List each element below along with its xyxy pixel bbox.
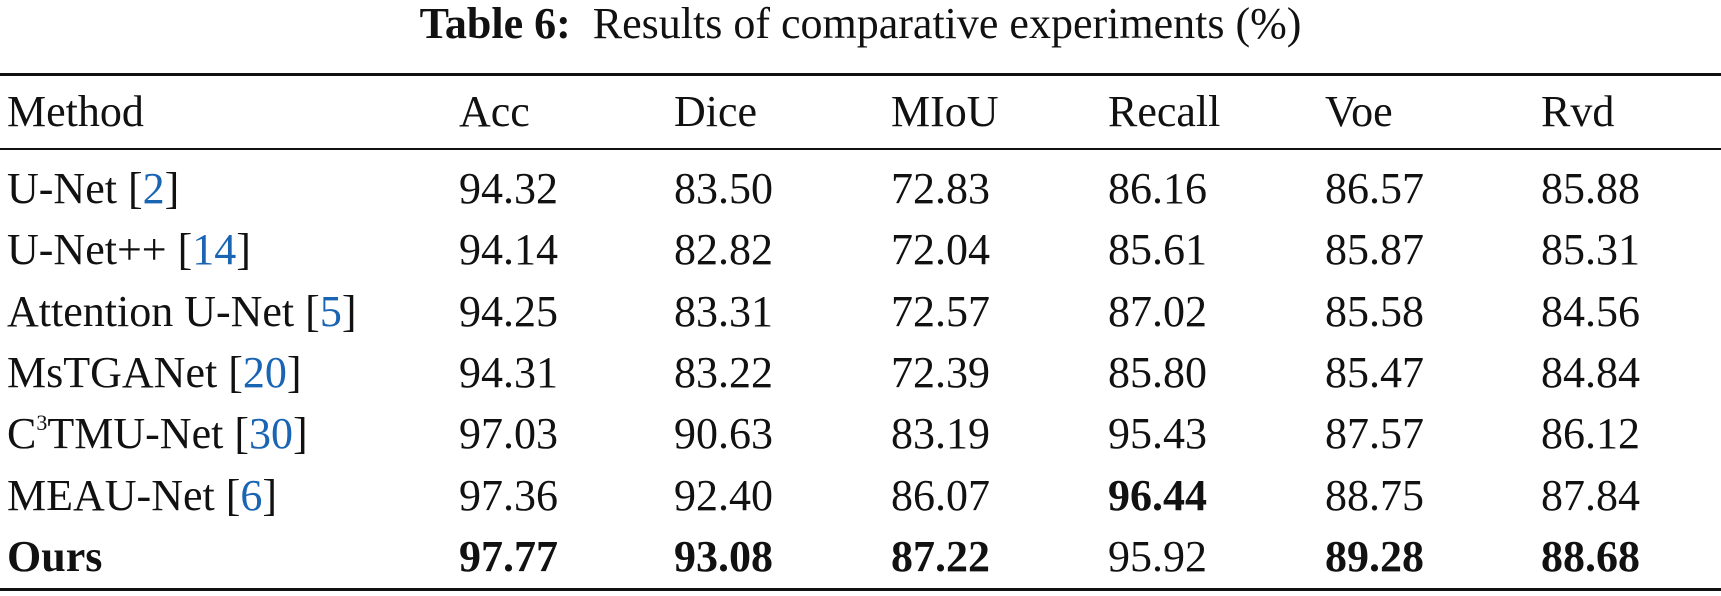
- value-cell: 83.31: [674, 286, 773, 336]
- table-caption: Table 6: Results of comparative experime…: [0, 2, 1721, 46]
- value-cell: 87.57: [1325, 409, 1424, 459]
- value-cell: 86.57: [1325, 164, 1424, 213]
- method-cell: C3TMU-Net [30]: [7, 412, 308, 456]
- top-rule: [0, 73, 1721, 76]
- method-text: U-Net++ [: [7, 225, 193, 275]
- value-cell: 96.44: [1108, 470, 1207, 520]
- value-cell: 72.57: [891, 286, 990, 336]
- value-cell: 85.61: [1108, 225, 1207, 275]
- bottom-rule: [0, 588, 1721, 591]
- value-cell: 94.14: [459, 225, 558, 275]
- value-cell: 85.47: [1325, 347, 1424, 397]
- method-text: ]: [236, 225, 251, 275]
- method-text: Ours: [7, 531, 103, 581]
- column-header: Voe: [1325, 87, 1393, 136]
- value-cell: 84.56: [1541, 286, 1640, 336]
- method-text: 3: [36, 410, 48, 436]
- method-text: Attention U-Net [: [7, 286, 320, 336]
- method-text: MEAU-Net [: [7, 470, 241, 520]
- method-text: ]: [292, 409, 308, 459]
- value-cell: 97.77: [459, 531, 558, 581]
- value-cell: 88.68: [1541, 531, 1640, 581]
- method-cell: MEAU-Net [6]: [7, 470, 278, 520]
- value-cell: 72.39: [891, 347, 990, 397]
- value-cell: 86.12: [1541, 409, 1640, 459]
- method-cell: U-Net [2]: [7, 167, 179, 211]
- citation-link[interactable]: 6: [240, 470, 263, 520]
- caption-text: Results of comparative experiments (%): [592, 0, 1302, 48]
- value-cell: 84.84: [1541, 347, 1640, 397]
- value-cell: 85.87: [1325, 225, 1424, 275]
- method-text: TMU-Net [: [47, 409, 249, 459]
- column-header: Recall: [1108, 87, 1221, 136]
- value-cell: 87.84: [1541, 470, 1640, 520]
- value-cell: 72.83: [891, 164, 990, 213]
- citation-link[interactable]: 5: [319, 286, 342, 336]
- value-cell: 86.16: [1108, 164, 1207, 213]
- method-text: ]: [262, 470, 278, 520]
- method-cell: U-Net++ [14]: [7, 228, 251, 272]
- value-cell: 97.36: [459, 470, 558, 520]
- value-cell: 72.04: [891, 225, 990, 275]
- value-cell: 93.08: [674, 531, 773, 581]
- value-cell: 85.88: [1541, 164, 1640, 213]
- method-cell: MsTGANet [20]: [7, 347, 302, 397]
- value-cell: 87.22: [891, 531, 990, 581]
- value-cell: 86.07: [891, 470, 990, 520]
- column-header: Rvd: [1541, 87, 1615, 136]
- column-header: Method: [7, 87, 144, 136]
- value-cell: 83.19: [891, 409, 990, 459]
- value-cell: 94.31: [459, 347, 558, 397]
- column-header: MIoU: [891, 87, 999, 136]
- method-text: ]: [286, 347, 302, 397]
- value-cell: 83.50: [674, 164, 773, 213]
- method-text: ]: [341, 286, 357, 336]
- value-cell: 85.58: [1325, 286, 1424, 336]
- value-cell: 82.82: [674, 225, 773, 275]
- citation-link[interactable]: 30: [248, 409, 293, 459]
- value-cell: 97.03: [459, 409, 558, 459]
- value-cell: 90.63: [674, 409, 773, 459]
- value-cell: 92.40: [674, 470, 773, 520]
- method-text: ]: [164, 164, 180, 213]
- value-cell: 95.92: [1108, 531, 1207, 581]
- value-cell: 89.28: [1325, 531, 1424, 581]
- value-cell: 95.43: [1108, 409, 1207, 459]
- caption-label: Table 6:: [419, 0, 571, 48]
- value-cell: 88.75: [1325, 470, 1424, 520]
- value-cell: 85.31: [1541, 225, 1640, 275]
- value-cell: 87.02: [1108, 286, 1207, 336]
- citation-link[interactable]: 14: [192, 225, 237, 275]
- citation-link[interactable]: 2: [142, 164, 165, 213]
- column-header: Acc: [459, 87, 530, 136]
- citation-link[interactable]: 20: [242, 347, 287, 397]
- method-text: C: [7, 409, 37, 459]
- value-cell: 85.80: [1108, 347, 1207, 397]
- mid-rule: [0, 148, 1721, 150]
- column-header: Dice: [674, 87, 758, 136]
- method-text: U-Net [: [7, 164, 143, 213]
- value-cell: 83.22: [674, 347, 773, 397]
- value-cell: 94.25: [459, 286, 558, 336]
- method-cell: Ours: [7, 531, 103, 581]
- method-text: MsTGANet [: [7, 347, 243, 397]
- method-cell: Attention U-Net [5]: [7, 286, 357, 336]
- value-cell: 94.32: [459, 164, 558, 213]
